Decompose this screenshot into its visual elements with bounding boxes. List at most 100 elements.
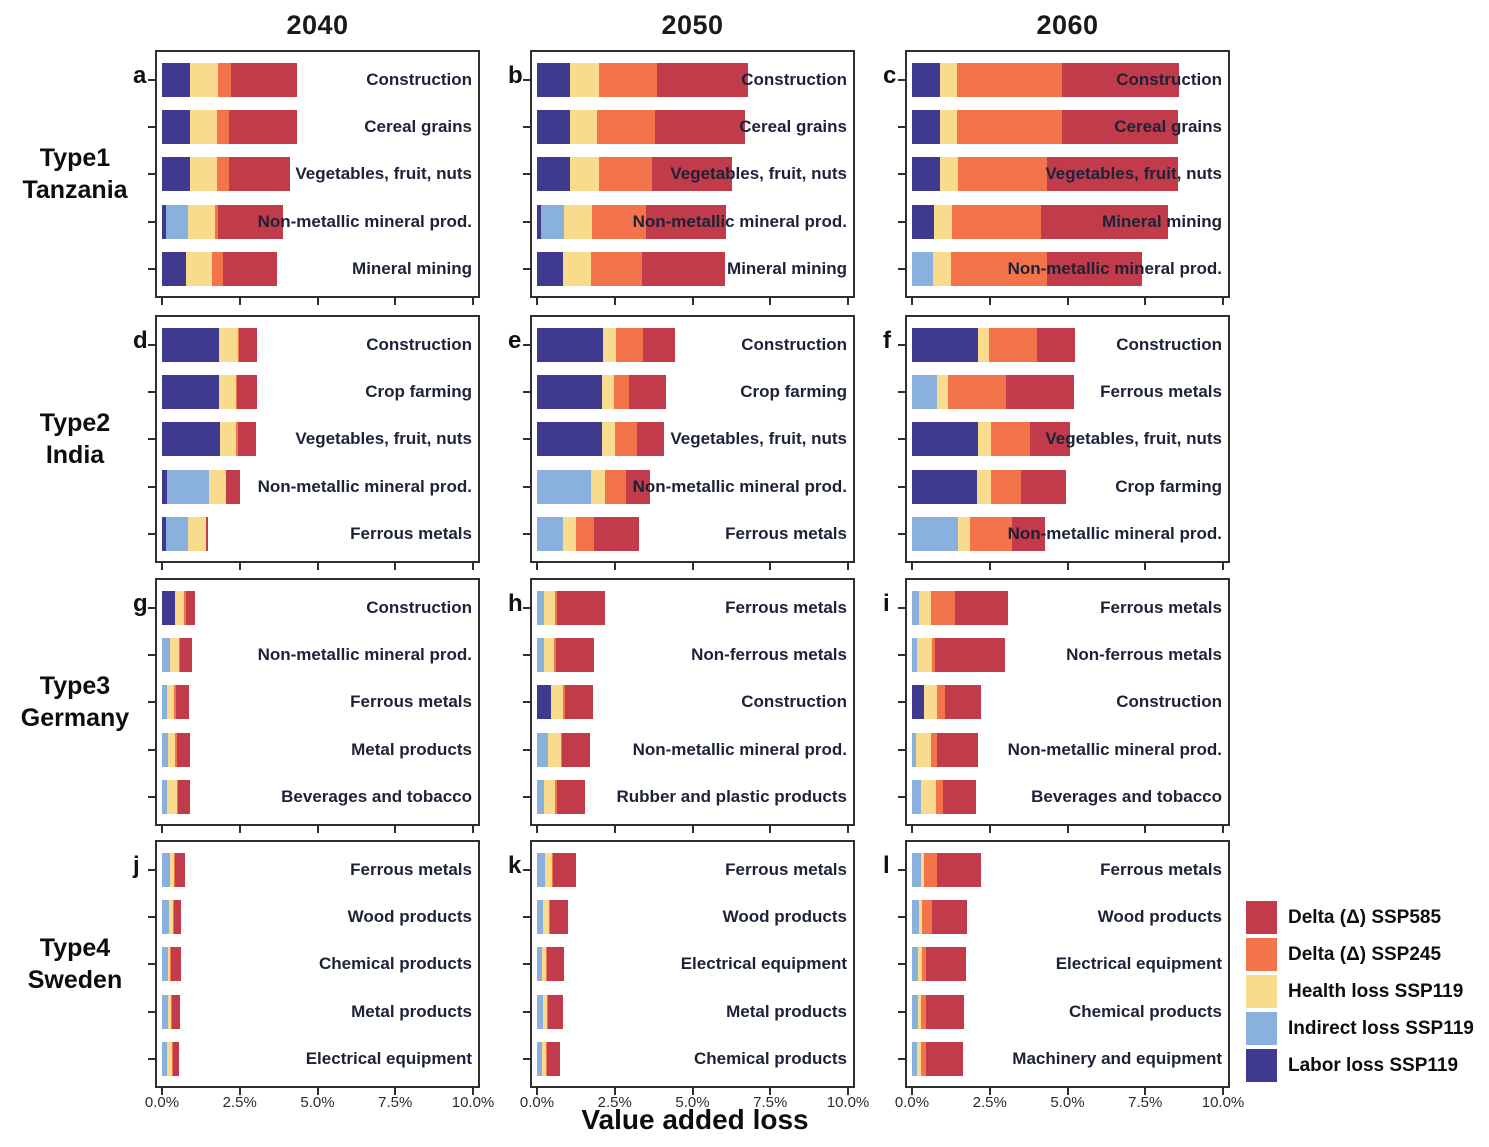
- bar-label: Electrical equipment: [680, 954, 847, 974]
- bar-segment-ssp585: [180, 638, 193, 673]
- bar-segment-indirect: [537, 779, 544, 814]
- bar-segment-ssp585: [218, 204, 283, 239]
- panel-h: h Ferrous metals Non-ferrous metals Constru…: [508, 578, 855, 833]
- bar-label: Construction: [1116, 70, 1222, 89]
- bar-segment-labor: [537, 157, 571, 192]
- bar-segment-health: [933, 204, 953, 239]
- bar-segment-ssp585: [1062, 110, 1179, 145]
- legend-swatch-health: [1246, 975, 1277, 1008]
- x-axis-tick: [1222, 563, 1224, 570]
- x-tick-label: 2.5%: [972, 1094, 1007, 1111]
- bar-label: Ferrous metals: [350, 860, 472, 879]
- x-tick-label: 5.0%: [300, 1094, 335, 1111]
- bar-segment-ssp585: [629, 375, 667, 410]
- y-axis-tick: [148, 173, 155, 176]
- bar-label: Chemical products: [318, 954, 472, 974]
- bar-segment-ssp585: [1020, 469, 1067, 504]
- bar-label: Non-ferrous metals: [691, 645, 847, 665]
- bar-segment-health: [602, 422, 615, 457]
- legend-swatch-indirect: [1246, 1012, 1277, 1045]
- bar-segment-health: [932, 251, 951, 286]
- stacked-bar: [912, 853, 981, 887]
- bar-segment-health: [189, 110, 217, 145]
- bar-segment-ssp245: [548, 900, 550, 935]
- x-tick-label: 7.5%: [378, 1094, 413, 1111]
- x-axis-tick: [536, 826, 538, 833]
- y-axis-tick: [148, 701, 155, 704]
- legend-swatch-ssp585: [1246, 901, 1277, 934]
- y-axis-tick: [898, 391, 905, 394]
- bar-segment-indirect: [537, 947, 543, 982]
- bar-segment-labor: [162, 157, 190, 192]
- y-axis-tick: [148, 654, 155, 657]
- bar-label: Vegetables, fruit, nuts: [1045, 429, 1222, 449]
- stacked-bar: [162, 1041, 180, 1076]
- legend-label-ssp585: Delta (Δ) SSP585: [1288, 906, 1442, 928]
- bar-segment-indirect: [912, 251, 933, 286]
- bar-segment-health: [570, 157, 599, 192]
- bar-segment-ssp585: [955, 591, 1008, 625]
- x-axis-tick: [911, 826, 913, 833]
- stacked-bar: [162, 685, 190, 720]
- panel-letter-j: j: [133, 852, 140, 879]
- bar-label: Cereal grains: [739, 117, 847, 137]
- bar-segment-health: [169, 853, 175, 887]
- bar-label: Mineral mining: [727, 258, 847, 278]
- y-axis-tick: [898, 173, 905, 176]
- bar-segment-ssp245: [614, 422, 637, 457]
- bar-label: Crop farming: [740, 382, 847, 402]
- legend-item-ssp245: Delta (Δ) SSP245: [1246, 938, 1474, 971]
- bar-label: Crop farming: [365, 382, 472, 402]
- legend-item-ssp585: Delta (Δ) SSP585: [1246, 901, 1474, 934]
- legend-label-indirect: Indirect loss SSP119: [1288, 1017, 1474, 1039]
- y-axis-tick: [523, 607, 530, 609]
- bar-segment-ssp245: [952, 204, 1041, 239]
- row-label-india: Type2 India: [0, 315, 150, 563]
- panel-c: c Construction Cereal grains Vegetables, fr…: [883, 50, 1230, 305]
- bar-label: Electrical equipment: [1055, 954, 1222, 974]
- bar-segment-health: [542, 1041, 547, 1076]
- bar-segment-ssp245: [615, 328, 644, 362]
- bar-segment-ssp585: [564, 685, 593, 720]
- panel-j: j Ferrous metals Wood products Chemical pro…: [133, 840, 494, 1111]
- stacked-bar: [162, 638, 193, 673]
- y-axis-tick: [523, 391, 530, 394]
- bar-label: Ferrous metals: [725, 598, 847, 617]
- row-country-label: India: [45, 441, 105, 469]
- bar-segment-ssp585: [185, 591, 196, 625]
- bar-label: Ferrous metals: [350, 523, 472, 543]
- bar-segment-ssp585: [175, 853, 186, 887]
- bar-segment-indirect: [162, 732, 168, 767]
- stacked-bar: [912, 1041, 963, 1076]
- bar-segment-health: [958, 516, 970, 551]
- x-tick-label: 0.0%: [519, 1094, 555, 1111]
- y-axis-tick: [898, 916, 905, 919]
- bar-segment-ssp245: [216, 157, 229, 192]
- bar-segment-labor: [162, 591, 176, 625]
- bar-segment-health: [219, 375, 236, 410]
- bar-segment-health: [917, 638, 932, 673]
- bar-segment-indirect: [537, 853, 546, 887]
- bar-segment-health: [167, 947, 171, 982]
- x-axis-tick: [394, 1088, 397, 1095]
- bar-label: Non-metallic mineral prod.: [257, 645, 472, 665]
- bar-segment-ssp245: [170, 947, 172, 982]
- stacked-bar: [162, 251, 278, 286]
- bar-segment-ssp245: [592, 204, 647, 239]
- x-axis-tick: [769, 563, 772, 570]
- bar-segment-ssp585: [556, 591, 606, 625]
- bar-segment-labor: [162, 375, 220, 410]
- bar-segment-ssp245: [575, 516, 594, 551]
- bar-segment-health: [185, 251, 213, 286]
- x-axis-tick: [1066, 1088, 1069, 1095]
- bar-segment-labor: [537, 110, 570, 145]
- x-axis-tick: [988, 298, 991, 305]
- x-axis-tick: [536, 563, 538, 570]
- bar-segment-health: [916, 732, 931, 767]
- bar-label: Construction: [741, 692, 847, 712]
- bar-segment-ssp245: [591, 251, 642, 286]
- y-axis-tick: [148, 748, 155, 751]
- y-axis-tick: [148, 916, 155, 919]
- x-axis-tick: [613, 1088, 616, 1095]
- panel-l: l Ferrous metals Wood products Electrical e…: [883, 840, 1244, 1111]
